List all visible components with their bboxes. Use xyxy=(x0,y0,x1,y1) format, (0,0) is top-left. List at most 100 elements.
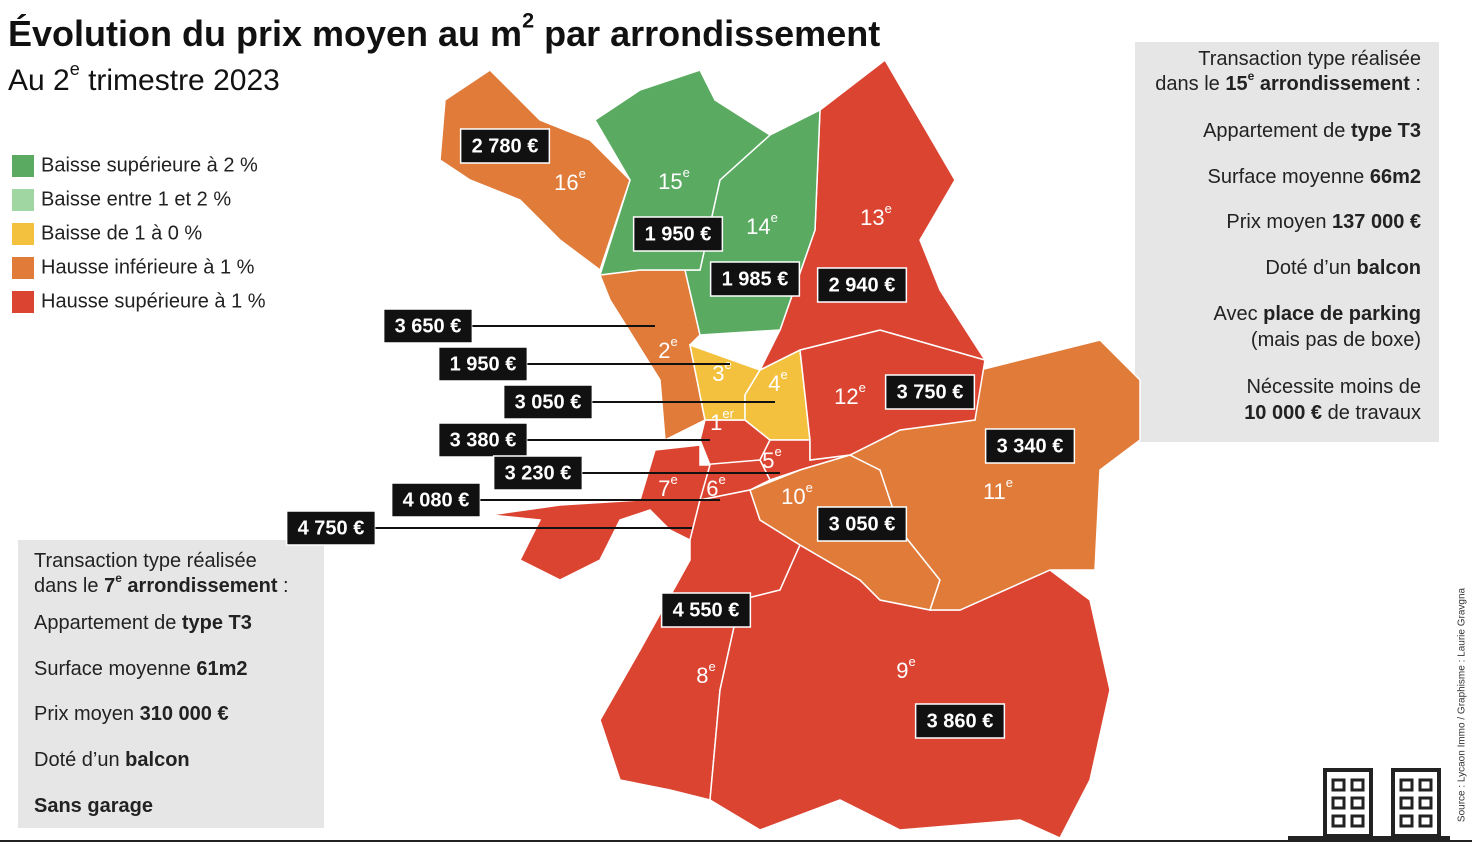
price-box xyxy=(492,455,584,491)
district-label: 12e xyxy=(834,380,866,408)
price-box xyxy=(984,428,1076,464)
price-box xyxy=(285,510,377,546)
info-line-part: 137 000 € xyxy=(1332,211,1421,233)
district-number: 4 xyxy=(768,371,780,396)
price-label: 4 550 € xyxy=(673,599,740,621)
price-box xyxy=(459,128,551,164)
info-line: (mais pas de boxe) xyxy=(1251,329,1421,351)
district-label: 1er xyxy=(710,406,734,434)
district-number: 12 xyxy=(834,384,858,409)
district-label: 8e xyxy=(696,659,715,687)
info-line-part: 10 000 € xyxy=(1244,402,1322,424)
price-label: 3 340 € xyxy=(997,435,1064,457)
info-line-part: Sans garage xyxy=(34,795,153,817)
info-line: Surface moyenne 66m2 xyxy=(1208,166,1421,188)
price-label: 3 860 € xyxy=(927,710,994,732)
district-suffix: e xyxy=(771,210,778,225)
district xyxy=(598,269,706,442)
info-line-part: Appartement de xyxy=(1203,120,1351,142)
legend-label: Hausse supérieure à 1 % xyxy=(41,290,266,312)
legend-label: Baisse de 1 à 0 % xyxy=(41,222,202,244)
info-line-part: Prix moyen xyxy=(1226,211,1332,233)
price-box xyxy=(660,592,752,628)
info-line-part: (mais pas de boxe) xyxy=(1251,329,1421,351)
district-suffix: e xyxy=(859,380,866,395)
district-number: 1 xyxy=(710,410,722,435)
legend-swatch xyxy=(12,291,34,313)
price-label: 3 050 € xyxy=(515,391,582,413)
price-box xyxy=(914,703,1006,739)
price-box xyxy=(816,506,908,542)
legend-label: Hausse inférieure à 1 % xyxy=(41,256,255,278)
district-number: 11 xyxy=(983,479,1006,504)
district-label: 13e xyxy=(860,201,892,229)
district-suffix: e xyxy=(671,334,678,349)
info-line-part: arrondissement xyxy=(122,575,278,597)
info-line-part: Doté d’un xyxy=(1265,257,1356,279)
district-label: 6e xyxy=(706,472,725,500)
info-line: Doté d’un balcon xyxy=(34,749,190,771)
district xyxy=(489,444,711,581)
title-part: 2 xyxy=(522,7,534,32)
info-line-part: dans le xyxy=(34,575,104,597)
district-label: 10e xyxy=(781,480,813,508)
info-line: Surface moyenne 61m2 xyxy=(34,658,247,680)
info-line: 10 000 € de travaux xyxy=(1244,402,1421,424)
district-label: 7e xyxy=(658,472,677,500)
district-number: 16 xyxy=(554,170,578,195)
info-line-part: 310 000 € xyxy=(140,703,229,725)
info-line-part: place de parking xyxy=(1263,303,1421,325)
info-line: dans le 15e arrondissement : xyxy=(1155,69,1421,95)
info-line-part: 61m2 xyxy=(196,658,247,680)
price-label: 3 050 € xyxy=(829,513,896,535)
price-box xyxy=(502,384,594,420)
district-label: 16e xyxy=(554,166,586,194)
info-line: dans le 7e arrondissement : xyxy=(34,571,289,597)
district-number: 3 xyxy=(712,361,724,386)
info-line: Transaction type réalisée xyxy=(34,550,257,572)
price-label: 1 985 € xyxy=(722,268,789,290)
subtitle: Au 2e trimestre 2023 xyxy=(8,59,280,97)
price-label: 4 750 € xyxy=(298,517,365,539)
district-number: 5 xyxy=(762,448,774,473)
info-line-part: Prix moyen xyxy=(34,703,140,725)
info-box-15 xyxy=(1135,42,1439,442)
district-label: 14e xyxy=(746,210,778,238)
district-label: 5e xyxy=(762,444,781,472)
district-label: 15e xyxy=(658,165,690,193)
legend-swatch xyxy=(12,257,34,279)
price-label: 3 230 € xyxy=(505,462,572,484)
building-icons xyxy=(1288,768,1450,840)
district-suffix: e xyxy=(579,166,586,181)
info-line: Nécessite moins de xyxy=(1246,376,1421,398)
district-label: 11e xyxy=(983,475,1013,503)
district-number: 10 xyxy=(781,484,805,509)
info-line: Avec place de parking xyxy=(1213,303,1421,325)
title-part: Évolution du prix moyen au m xyxy=(8,13,522,54)
info-line: Prix moyen 137 000 € xyxy=(1226,211,1421,233)
district xyxy=(439,69,631,272)
district-label: 2e xyxy=(658,334,677,362)
legend-label: Baisse entre 1 et 2 % xyxy=(41,188,231,210)
info-line-part: balcon xyxy=(1357,257,1421,279)
title: Évolution du prix moyen au m2 par arrond… xyxy=(8,7,880,53)
legend-swatch xyxy=(12,155,34,177)
price-box xyxy=(632,216,724,252)
info-box-7 xyxy=(18,540,324,828)
district-suffix: e xyxy=(806,480,813,495)
legend-swatch xyxy=(12,223,34,245)
info-line-part: e xyxy=(1248,69,1255,83)
info-line-part: Doté d’un xyxy=(34,749,125,771)
info-line: Appartement de type T3 xyxy=(1203,120,1421,142)
district-label: 4e xyxy=(768,367,787,395)
price-box xyxy=(816,267,908,303)
price-box xyxy=(382,308,474,344)
district-suffix: e xyxy=(909,654,916,669)
info-line-part: type T3 xyxy=(1351,120,1421,142)
info-line-part: de travaux xyxy=(1322,402,1421,424)
district-suffix: e xyxy=(1006,475,1013,490)
price-label: 3 750 € xyxy=(897,381,964,403)
district-number: 7 xyxy=(658,476,670,501)
